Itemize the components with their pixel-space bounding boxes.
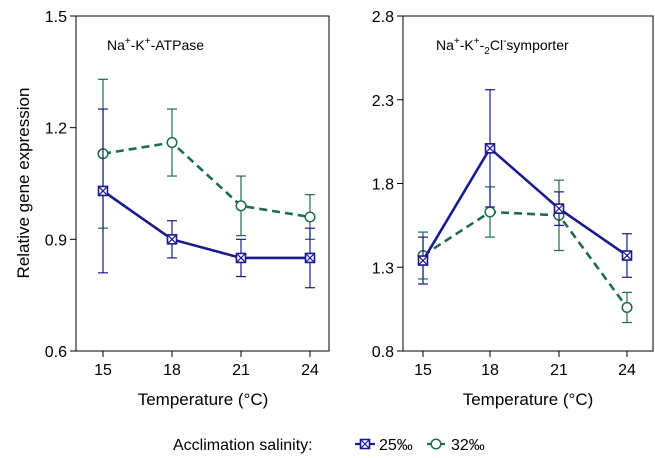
legend-marker-32 [430, 438, 442, 450]
legend: Acclimation salinity: 25‰ 32‰ [173, 437, 485, 454]
y-axis-label: Relative gene expression [14, 88, 33, 279]
x-tick-label: 18 [481, 362, 499, 379]
marker-25-cross [485, 143, 495, 154]
marker-25-cross [236, 253, 246, 263]
x-axis-label: Temperature (°C) [138, 390, 269, 409]
panel-title: Na+-K+-2Cl-symporter [436, 36, 569, 57]
y-axis-ticks: 0.8 1.3 1.8 2.3 2.8 [372, 9, 403, 361]
y-tick-label: 2.8 [372, 9, 394, 26]
legend-label-25: 25‰ [379, 437, 413, 454]
x-tick-label: 15 [94, 362, 112, 379]
series-line-32 [422, 210, 629, 309]
plot-frame [75, 15, 330, 352]
series-group [417, 89, 633, 324]
panel-symporter: Na+-K+-2Cl-symporter 0.81.31.82.32.8 15 1… [372, 9, 654, 409]
marker-25-cross [167, 234, 177, 245]
y-tick-label: 0.6 [45, 344, 67, 361]
marker-32 [430, 438, 442, 450]
y-tick-label: 1.3 [372, 260, 394, 277]
legend-item-25: 25‰ [355, 437, 413, 454]
y-tick-label: 2.3 [372, 93, 394, 110]
x-tick-label: 24 [301, 362, 319, 379]
panel-title: Na+-K+-ATPase [107, 36, 204, 53]
marker-32 [304, 211, 316, 223]
legend-item-32: 32‰ [427, 437, 485, 454]
plot-frame [402, 15, 654, 352]
x-tick-label: 15 [414, 362, 432, 379]
y-axis-ticks: 0.6 0.9 1.2 1.5 [45, 9, 76, 361]
legend-title: Acclimation salinity: [173, 437, 313, 454]
y-tick-label: 0.8 [372, 344, 394, 361]
y-tick-label: 0.9 [45, 232, 67, 249]
marker-32 [484, 206, 496, 218]
x-axis-label: Temperature (°C) [463, 390, 594, 409]
x-axis-ticks: 15 18 21 24 [414, 351, 636, 379]
marker-25-cross [418, 255, 428, 266]
x-tick-label: 24 [618, 362, 636, 379]
legend-label-32: 32‰ [451, 437, 485, 454]
y-tick-label: 1.8 [372, 177, 394, 194]
x-tick-label: 21 [232, 362, 250, 379]
x-tick-label: 21 [550, 362, 568, 379]
marker-32 [621, 301, 633, 314]
x-tick-label: 18 [163, 362, 181, 379]
marker-25-cross [98, 186, 108, 196]
marker-25-cross [305, 253, 315, 263]
y-tick-label: 1.5 [45, 9, 67, 26]
series-group [97, 78, 316, 289]
panel-atpase: Na+-K+-ATPase 0.6 0.9 1.2 1.5 15 18 21 24 Temp… [14, 9, 330, 409]
x-axis-ticks: 15 18 21 24 [94, 351, 319, 379]
marker-25-cross [622, 250, 632, 261]
marker-32 [166, 137, 178, 149]
marker-32 [235, 200, 247, 212]
marker-25-cross [360, 439, 370, 449]
legend-marker-25 [359, 438, 371, 450]
series-line-25 [421, 146, 628, 262]
series-line-32 [102, 141, 311, 219]
y-tick-label: 1.2 [45, 121, 67, 138]
marker-25-cross [554, 203, 564, 214]
series-line-25 [102, 189, 310, 260]
